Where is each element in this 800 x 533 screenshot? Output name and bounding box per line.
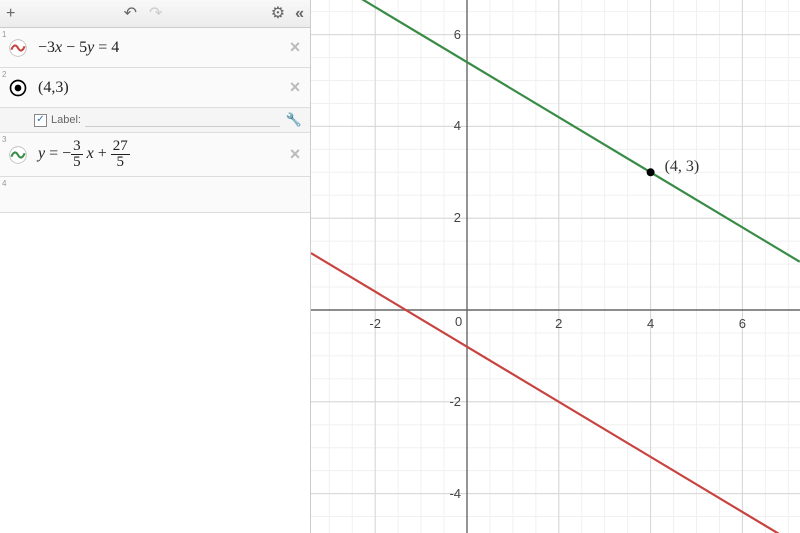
point-label: (4, 3) [665, 158, 700, 176]
line-icon [8, 38, 28, 58]
point-label-row: ✓ Label: 🔧 [0, 108, 310, 133]
expression-icon[interactable] [4, 78, 32, 98]
label-input[interactable] [85, 114, 280, 127]
axis-tick-label: 4 [647, 316, 654, 331]
expression-row[interactable]: 2 (4,3) × [0, 68, 310, 108]
label-settings-button[interactable]: 🔧 [286, 112, 302, 128]
label-text: Label: [51, 114, 81, 126]
axis-tick-label: 6 [454, 27, 461, 42]
graph-area[interactable]: -2 2 4 6 -4 -2 2 4 6 0 (4, 3) [311, 0, 800, 533]
collapse-sidebar-button[interactable]: « [295, 6, 304, 22]
axis-tick-label: -2 [449, 394, 461, 409]
row-index: 3 [2, 135, 6, 144]
graph-svg [311, 0, 800, 533]
expression-row[interactable]: 3 y = −35 x + 275 × [0, 133, 310, 177]
expression-content[interactable]: (4,3) [32, 79, 284, 97]
expression-icon[interactable] [4, 145, 32, 165]
row-index: 2 [2, 70, 6, 79]
expression-list: 1 −3x − 5y = 4 × 2 (4,3) × ✓ Label: 🔧 [0, 28, 310, 533]
axis-tick-label: 2 [555, 316, 562, 331]
row-index: 1 [2, 30, 6, 39]
expression-row[interactable]: 1 −3x − 5y = 4 × [0, 28, 310, 68]
axis-tick-label: -2 [369, 316, 381, 331]
label-checkbox[interactable]: ✓ [34, 114, 47, 127]
axis-tick-label: 4 [454, 118, 461, 133]
axis-tick-label: 0 [455, 314, 462, 329]
delete-expression-button[interactable]: × [284, 144, 306, 165]
expression-content[interactable]: −3x − 5y = 4 [32, 39, 284, 57]
expression-icon[interactable] [4, 38, 32, 58]
expression-content[interactable]: y = −35 x + 275 [32, 139, 284, 170]
sidebar-toolbar: + ↶ ↷ ⚙ « [0, 0, 310, 28]
expression-sidebar: + ↶ ↷ ⚙ « 1 −3x − 5y = 4 × 2 [0, 0, 311, 533]
expression-row-empty[interactable]: 4 [0, 177, 310, 213]
undo-button[interactable]: ↶ [124, 6, 137, 22]
point-icon [8, 78, 28, 98]
delete-expression-button[interactable]: × [284, 77, 306, 98]
add-expression-button[interactable]: + [6, 5, 15, 22]
axis-tick-label: 2 [454, 210, 461, 225]
delete-expression-button[interactable]: × [284, 37, 306, 58]
axis-tick-label: -4 [449, 486, 461, 501]
settings-button[interactable]: ⚙ [271, 6, 285, 22]
axis-tick-label: 6 [739, 316, 746, 331]
line-icon [8, 145, 28, 165]
row-index: 4 [2, 179, 6, 188]
redo-button[interactable]: ↷ [149, 6, 162, 22]
